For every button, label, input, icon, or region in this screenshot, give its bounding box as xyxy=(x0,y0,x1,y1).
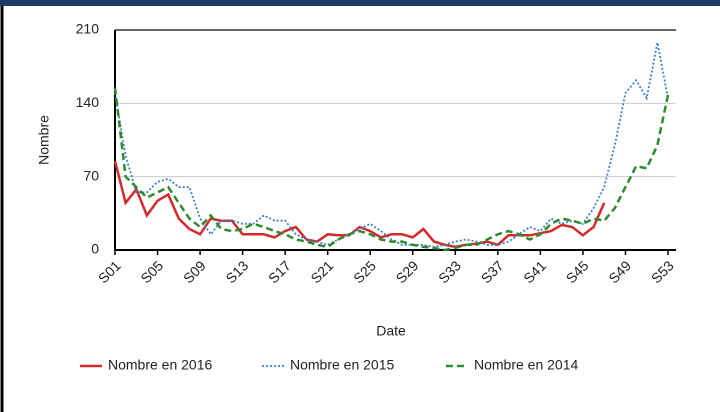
series-line xyxy=(113,160,606,249)
x-tick-label: S45 xyxy=(563,257,592,286)
x-tick-label: S01 xyxy=(95,257,124,286)
top-bar xyxy=(0,0,720,6)
x-tick-label: S05 xyxy=(137,257,166,286)
series-line xyxy=(113,87,670,252)
y-tick-label: 140 xyxy=(76,94,100,110)
y-tick-label: 0 xyxy=(91,241,99,257)
x-tick-label: S25 xyxy=(350,257,379,286)
x-tick-label: S17 xyxy=(265,257,294,286)
legend-label: Nombre en 2016 xyxy=(108,357,213,373)
series-line xyxy=(114,42,669,248)
legend-label: Nombre en 2015 xyxy=(290,357,395,373)
y-tick-label: 210 xyxy=(76,21,100,37)
x-tick-label: S53 xyxy=(648,257,677,286)
x-tick-label: S49 xyxy=(605,257,634,286)
x-tick-label: S21 xyxy=(307,257,336,286)
x-tick-label: S33 xyxy=(435,257,464,286)
x-tick-label: S13 xyxy=(222,257,251,286)
x-tick-label: S37 xyxy=(478,257,507,286)
x-tick-label: S09 xyxy=(180,257,209,286)
x-axis-label: Date xyxy=(376,323,406,339)
y-tick-label: 70 xyxy=(83,167,99,183)
x-tick-label: S41 xyxy=(520,257,549,286)
y-axis-label: Nombre xyxy=(36,115,52,165)
legend-label: Nombre en 2014 xyxy=(474,357,579,373)
x-tick-label: S29 xyxy=(393,257,422,286)
